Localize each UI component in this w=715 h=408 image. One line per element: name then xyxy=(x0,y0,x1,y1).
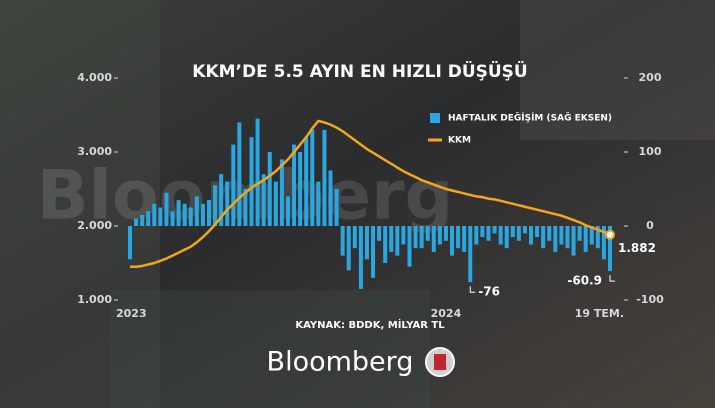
bar xyxy=(523,226,527,233)
bar xyxy=(201,204,205,226)
x-tick-label: 2023 xyxy=(116,307,147,320)
bar xyxy=(280,159,284,226)
bar xyxy=(517,226,521,241)
bar xyxy=(365,226,369,259)
bar xyxy=(438,226,442,245)
bar xyxy=(189,208,193,227)
bar xyxy=(274,182,278,226)
bar xyxy=(316,182,320,226)
legend-label: KKM xyxy=(448,136,471,146)
legend-label: HAFTALIK DEĞİŞİM (SAĞ EKSEN) xyxy=(448,112,612,124)
bar xyxy=(335,189,339,226)
bar xyxy=(140,215,144,226)
bar xyxy=(183,204,187,226)
bar xyxy=(578,226,582,241)
y-tick-label: 2.000 xyxy=(77,219,112,232)
bar xyxy=(420,226,424,248)
bar xyxy=(559,226,563,245)
bar xyxy=(584,226,588,252)
bar xyxy=(292,145,296,226)
bar xyxy=(177,200,181,226)
bar xyxy=(322,130,326,226)
bar xyxy=(310,130,314,226)
bar xyxy=(134,219,138,226)
bar xyxy=(414,226,418,248)
page: {"chart_data": {"type": "bar-line", "tit… xyxy=(0,0,715,408)
bar xyxy=(499,226,503,245)
bar xyxy=(572,226,576,256)
bar xyxy=(474,226,478,245)
end-marker xyxy=(606,231,614,239)
x-tick-label: 2024 xyxy=(431,307,462,320)
bar xyxy=(213,185,217,226)
data-label: -60.9 xyxy=(567,274,602,288)
bar xyxy=(256,119,260,226)
y-tick-label: 4.000 xyxy=(77,71,112,84)
bar xyxy=(565,226,569,248)
bar xyxy=(128,226,132,259)
y2-tick-label: 0 xyxy=(646,219,654,232)
brand: Bloomberg xyxy=(267,347,414,378)
bar xyxy=(341,226,345,256)
legend-swatch xyxy=(430,113,440,123)
bar xyxy=(468,226,472,282)
y2-tick-label: 100 xyxy=(639,145,662,158)
bar xyxy=(158,208,162,227)
chart-title: KKM’DE 5.5 AYIN EN HIZLI DÜŞÜŞÜ xyxy=(192,60,527,82)
bar xyxy=(432,226,436,252)
y-tick-label: 1.000 xyxy=(77,293,112,306)
bar xyxy=(286,196,290,226)
bar xyxy=(329,171,333,227)
bar xyxy=(268,152,272,226)
bar xyxy=(395,226,399,256)
data-label: 1.882 xyxy=(618,241,656,255)
bar xyxy=(462,226,466,252)
x-tick-label: 19 TEM. xyxy=(575,307,624,320)
bar xyxy=(493,226,497,233)
bar xyxy=(383,226,387,263)
bar xyxy=(401,226,405,245)
bar xyxy=(456,226,460,248)
bar xyxy=(231,145,235,226)
bar xyxy=(407,226,411,267)
bar xyxy=(225,182,229,226)
bar xyxy=(444,226,448,241)
bar xyxy=(298,152,302,226)
bar xyxy=(535,226,539,237)
y-tick-label: 3.000 xyxy=(77,145,112,158)
bar xyxy=(389,226,393,252)
bar xyxy=(547,226,551,241)
bar xyxy=(195,196,199,226)
bar xyxy=(207,200,211,226)
bar xyxy=(505,226,509,248)
bar xyxy=(237,122,241,226)
bar xyxy=(347,226,351,270)
bar xyxy=(250,137,254,226)
chart: Bloomberg KKM’DE 5.5 AYIN EN HIZLI DÜŞÜŞ… xyxy=(0,0,715,408)
bar xyxy=(511,226,515,237)
bar xyxy=(541,226,545,248)
data-label: -76 xyxy=(478,285,500,299)
bar xyxy=(480,226,484,237)
bar xyxy=(371,226,375,278)
bar xyxy=(146,211,150,226)
bar xyxy=(486,226,490,241)
bar xyxy=(553,226,557,252)
source: KAYNAK: BDDK, MİLYAR TL xyxy=(295,317,445,331)
brand-logo-mark xyxy=(434,354,446,370)
bar xyxy=(426,226,430,241)
bar xyxy=(152,204,156,226)
bar xyxy=(171,211,175,226)
bar xyxy=(377,226,381,241)
y2-tick-label: 200 xyxy=(639,71,662,84)
bar xyxy=(164,193,168,226)
bar xyxy=(304,137,308,226)
bar xyxy=(359,226,363,289)
bar xyxy=(529,226,533,245)
bar xyxy=(450,226,454,256)
y2-tick-label: -100 xyxy=(636,293,664,306)
bar xyxy=(353,226,357,248)
